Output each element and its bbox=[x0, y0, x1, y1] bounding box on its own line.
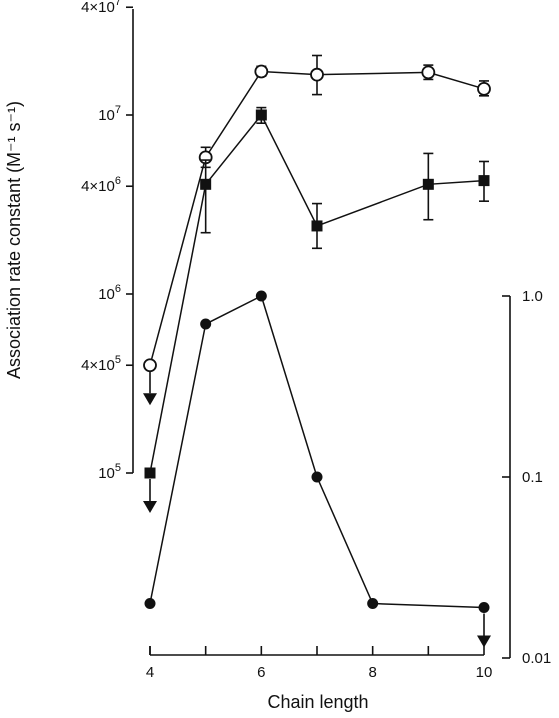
y-tick-label-3: 4×106 bbox=[81, 175, 121, 195]
x-tick-label-2: 8 bbox=[368, 664, 376, 681]
x-tick-label-3: 10 bbox=[476, 664, 493, 681]
series-2-point-3 bbox=[311, 471, 323, 483]
series-1-point-3 bbox=[311, 220, 323, 232]
series-2-limit-arrow-5 bbox=[477, 635, 491, 648]
y2-tick-label-0: 1.0 bbox=[522, 288, 543, 305]
y-tick-label-4: 107 bbox=[98, 104, 121, 124]
axes bbox=[132, 9, 511, 658]
x-axis-title: Chain length bbox=[267, 692, 368, 712]
series-2-point-5 bbox=[478, 602, 490, 614]
y2-tick-label-1: 0.1 bbox=[522, 469, 543, 486]
series-0-line bbox=[149, 70, 485, 366]
series-2-point-4 bbox=[367, 598, 379, 610]
x-tick-label-1: 6 bbox=[257, 664, 265, 681]
y-tick-label-5: 4×107 bbox=[81, 0, 121, 16]
series-1-point-2 bbox=[255, 109, 267, 121]
series-1-line bbox=[149, 113, 485, 474]
series-0-point-4 bbox=[421, 65, 436, 80]
series-1-point-0 bbox=[144, 467, 156, 479]
series-0-limit-arrow-0 bbox=[143, 393, 157, 406]
series-2-point-2 bbox=[255, 290, 267, 302]
series-1-point-1 bbox=[200, 178, 212, 190]
y-tick-label-2: 106 bbox=[98, 283, 121, 303]
y-tick-label-1: 4×105 bbox=[81, 354, 121, 374]
series-2-line bbox=[149, 294, 485, 609]
series-0-point-5 bbox=[477, 81, 491, 96]
x-tick-label-0: 4 bbox=[146, 664, 154, 681]
ticks: 105 4×105 106 4×106 107 4×107 1.0 0.1 0.01 4 6 8 10 bbox=[81, 0, 551, 681]
series-0-point-3 bbox=[310, 67, 324, 82]
series-1-limit-arrow-0 bbox=[143, 501, 157, 513]
y-tick-label-0: 105 bbox=[98, 462, 121, 482]
series-1-point-5 bbox=[478, 175, 490, 187]
y2-tick-label-2: 0.01 bbox=[522, 650, 551, 667]
series-1-point-4 bbox=[422, 178, 434, 190]
y-axis-title: Association rate constant (M⁻¹ s⁻¹) bbox=[4, 101, 24, 379]
series-layer bbox=[143, 54, 491, 648]
series-2-point-1 bbox=[200, 318, 212, 330]
series-0-point-0 bbox=[143, 358, 157, 373]
series-2-point-0 bbox=[144, 598, 156, 610]
series-0-point-2 bbox=[254, 64, 269, 79]
